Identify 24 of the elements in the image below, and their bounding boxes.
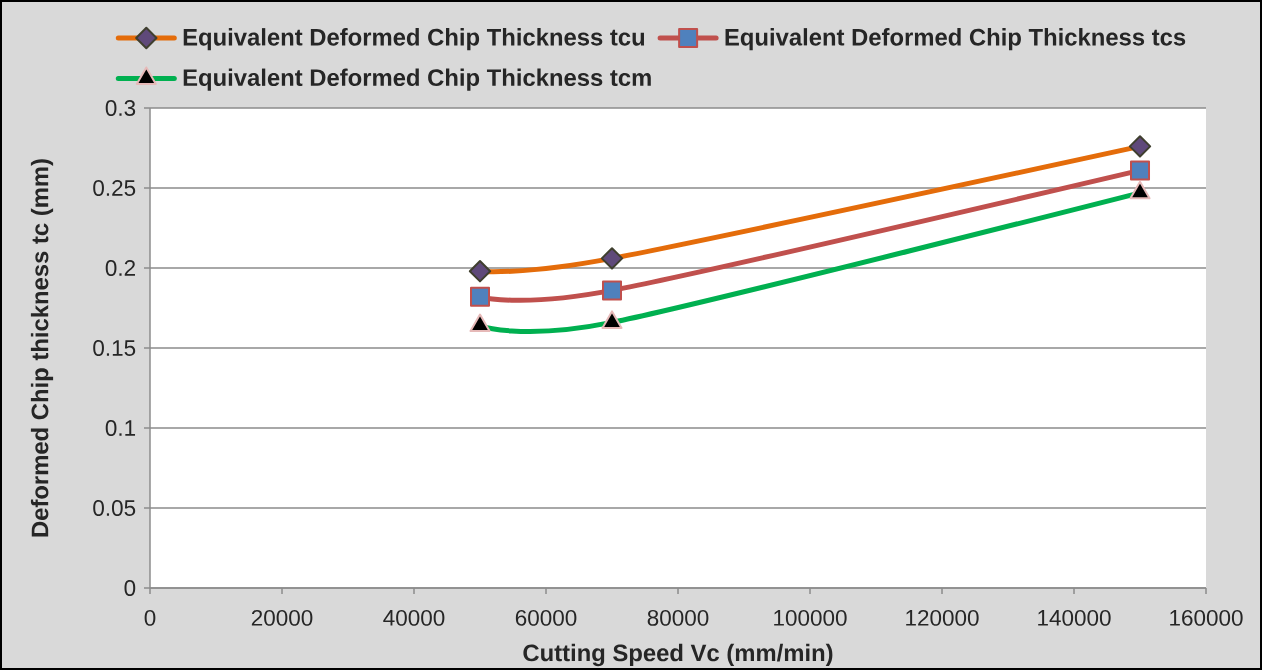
x-tick-label: 0 bbox=[144, 609, 156, 626]
legend-label: Equivalent Deformed Chip Thickness tcm bbox=[183, 68, 651, 91]
x-tick-label: 20000 bbox=[251, 609, 313, 626]
x-axis-title: Cutting Speed Vc (mm/min) bbox=[523, 643, 833, 667]
y-tick-label: 0.25 bbox=[93, 180, 136, 196]
legend-label: Equivalent Deformed Chip Thickness tcs bbox=[725, 28, 1186, 51]
x-tick-label: 40000 bbox=[383, 609, 445, 626]
legend-label: Equivalent Deformed Chip Thickness tcu bbox=[183, 28, 645, 51]
point bbox=[602, 280, 623, 301]
y-axis-title: Deformed Chip thickness tc (mm) bbox=[30, 159, 54, 537]
x-tick-label: 80000 bbox=[647, 609, 709, 626]
x-tick-label: 160000 bbox=[1170, 609, 1243, 626]
point bbox=[1130, 160, 1151, 181]
y-tick-label: 0.05 bbox=[93, 500, 136, 516]
y-tick-label: 0.2 bbox=[105, 260, 135, 276]
y-tick-label: 0 bbox=[124, 580, 136, 596]
x-tick-label: 120000 bbox=[906, 609, 979, 626]
y-tick-label: 0.1 bbox=[105, 420, 136, 436]
x-tick-label: 60000 bbox=[515, 609, 577, 626]
point bbox=[470, 286, 490, 307]
y-tick-label: 0.15 bbox=[93, 340, 136, 356]
x-tick-label: 100000 bbox=[774, 609, 847, 626]
y-tick-label: 0.3 bbox=[105, 100, 136, 116]
x-tick-label: 140000 bbox=[1038, 609, 1111, 626]
